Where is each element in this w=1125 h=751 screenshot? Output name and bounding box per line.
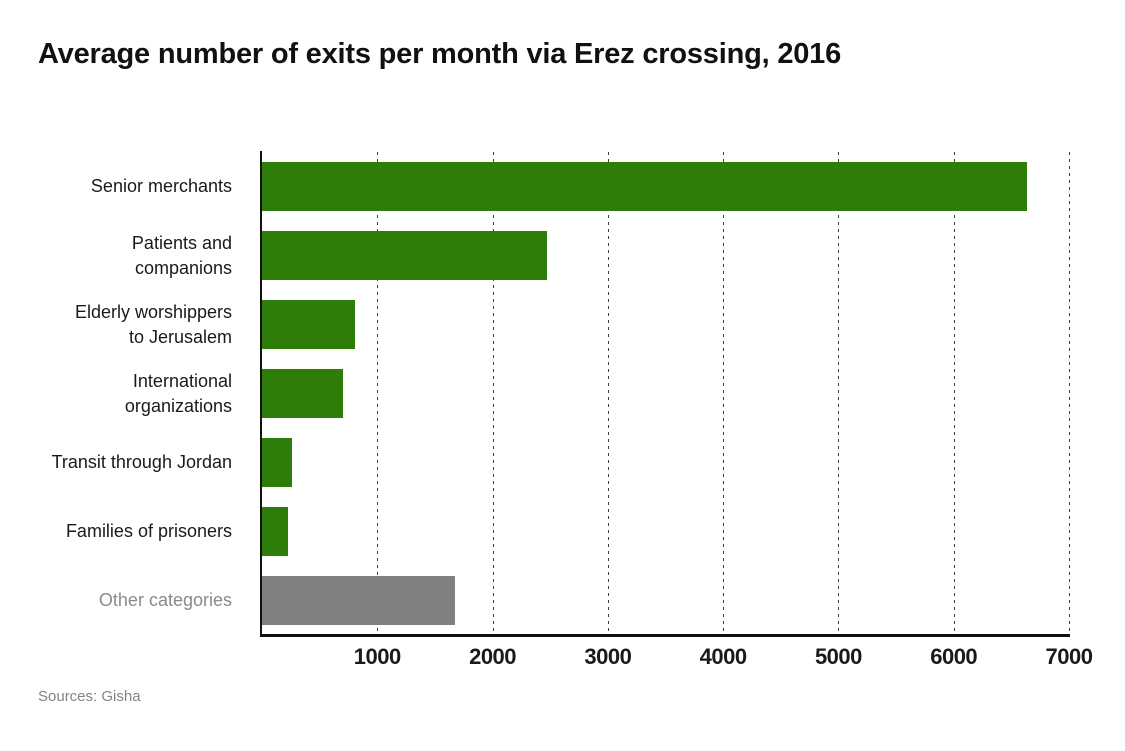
bar-row [262,359,1069,428]
bar-international-organizations [262,369,343,418]
category-label: Other categories [98,590,232,610]
y-axis-line [260,151,262,637]
x-tick-label: 3000 [584,644,632,669]
x-tick-label: 4000 [699,644,747,669]
category-label: International organizations [124,370,232,416]
bar-patients-and-companions [262,231,547,280]
bar-row [262,152,1069,221]
bar-row [262,497,1069,566]
x-axis-line [260,634,1070,637]
bar-row [262,428,1069,497]
bar-other-categories [262,576,455,625]
gridline [492,152,494,635]
bar-row [262,566,1069,635]
bar-senior-merchants [262,162,1028,211]
gridline [1069,152,1070,635]
x-tick-label: 1000 [353,644,401,669]
category-label: Transit through Jordan [51,452,232,472]
gridline [953,152,955,635]
x-tick-label: 6000 [930,644,978,669]
x-tick-label: 2000 [469,644,517,669]
category-label: Families of prisoners [65,521,232,541]
x-tick-label: 7000 [1045,644,1093,669]
bar-families-of-prisoners [262,507,288,556]
gridline [838,152,840,635]
gridline [723,152,725,635]
x-tick-label: 5000 [814,644,862,669]
x-axis-tick-labels: 1000 2000 3000 4000 5000 6000 7000 [262,644,1093,674]
source-credit: Sources: Gisha [38,688,141,705]
bar-elderly-worshippers-to-jerusalem [262,300,356,349]
gridline [607,152,609,635]
plot-area [262,152,1070,635]
category-label: Senior merchants [90,176,232,196]
bars-layer [262,152,1069,635]
category-labels: Senior merchants Patients and companions El… [0,152,247,635]
bar-row [262,221,1069,290]
category-label: Elderly worshippers to Jerusalem [74,301,232,347]
bar-row [262,290,1069,359]
bar-transit-through-jordan [262,438,292,487]
category-label: Patients and companions [131,232,232,278]
gridline [377,152,379,635]
chart-title: Average number of exits per month via Er… [38,38,842,70]
